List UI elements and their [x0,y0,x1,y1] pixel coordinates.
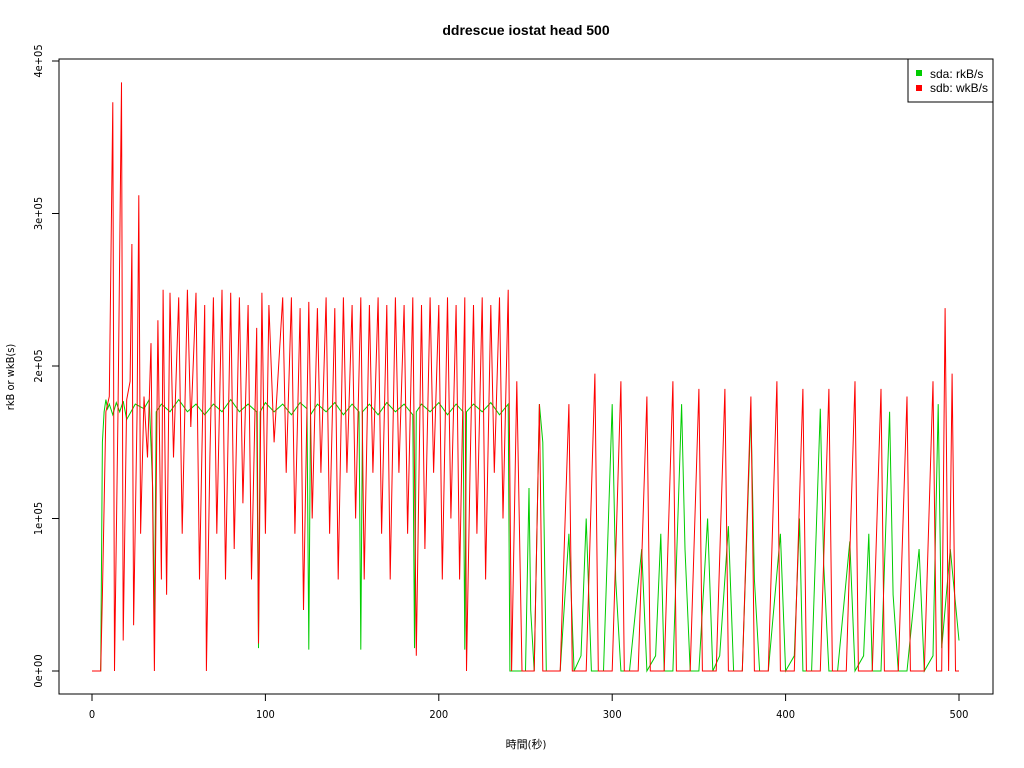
y-tick-label: 2e+05 [32,349,45,382]
legend-label-sdb: sdb: wkB/s [930,81,988,95]
series-line-0 [92,397,960,673]
chart-title: ddrescue iostat head 500 [442,22,610,38]
x-tick-label: 100 [256,708,275,721]
legend: sda: rkB/s sdb: wkB/s [907,58,994,103]
x-tick-label: 500 [950,708,969,721]
axes: 0 100 200 300 400 500 0e+00 1e+05 2e+05 3e+05 4e+0… [32,44,968,721]
x-tick-label: 400 [776,708,795,721]
series-layer [92,82,960,673]
series-line-1 [92,82,959,672]
y-tick-label: 0e+00 [32,654,45,687]
x-tick-label: 300 [603,708,622,721]
x-axis-label: 時間(秒) [506,737,547,751]
legend-swatch-sda [916,70,922,76]
x-tick-label: 0 [89,708,95,721]
legend-label-sda: sda: rkB/s [930,67,983,81]
y-tick-label: 4e+05 [32,44,45,77]
legend-box [907,58,994,103]
y-axis-label: rkB or wkB(s) [4,344,17,411]
legend-swatch-sdb [916,85,922,91]
x-tick-label: 200 [429,708,448,721]
y-tick-label: 3e+05 [32,197,45,230]
y-tick-label: 1e+05 [32,502,45,535]
